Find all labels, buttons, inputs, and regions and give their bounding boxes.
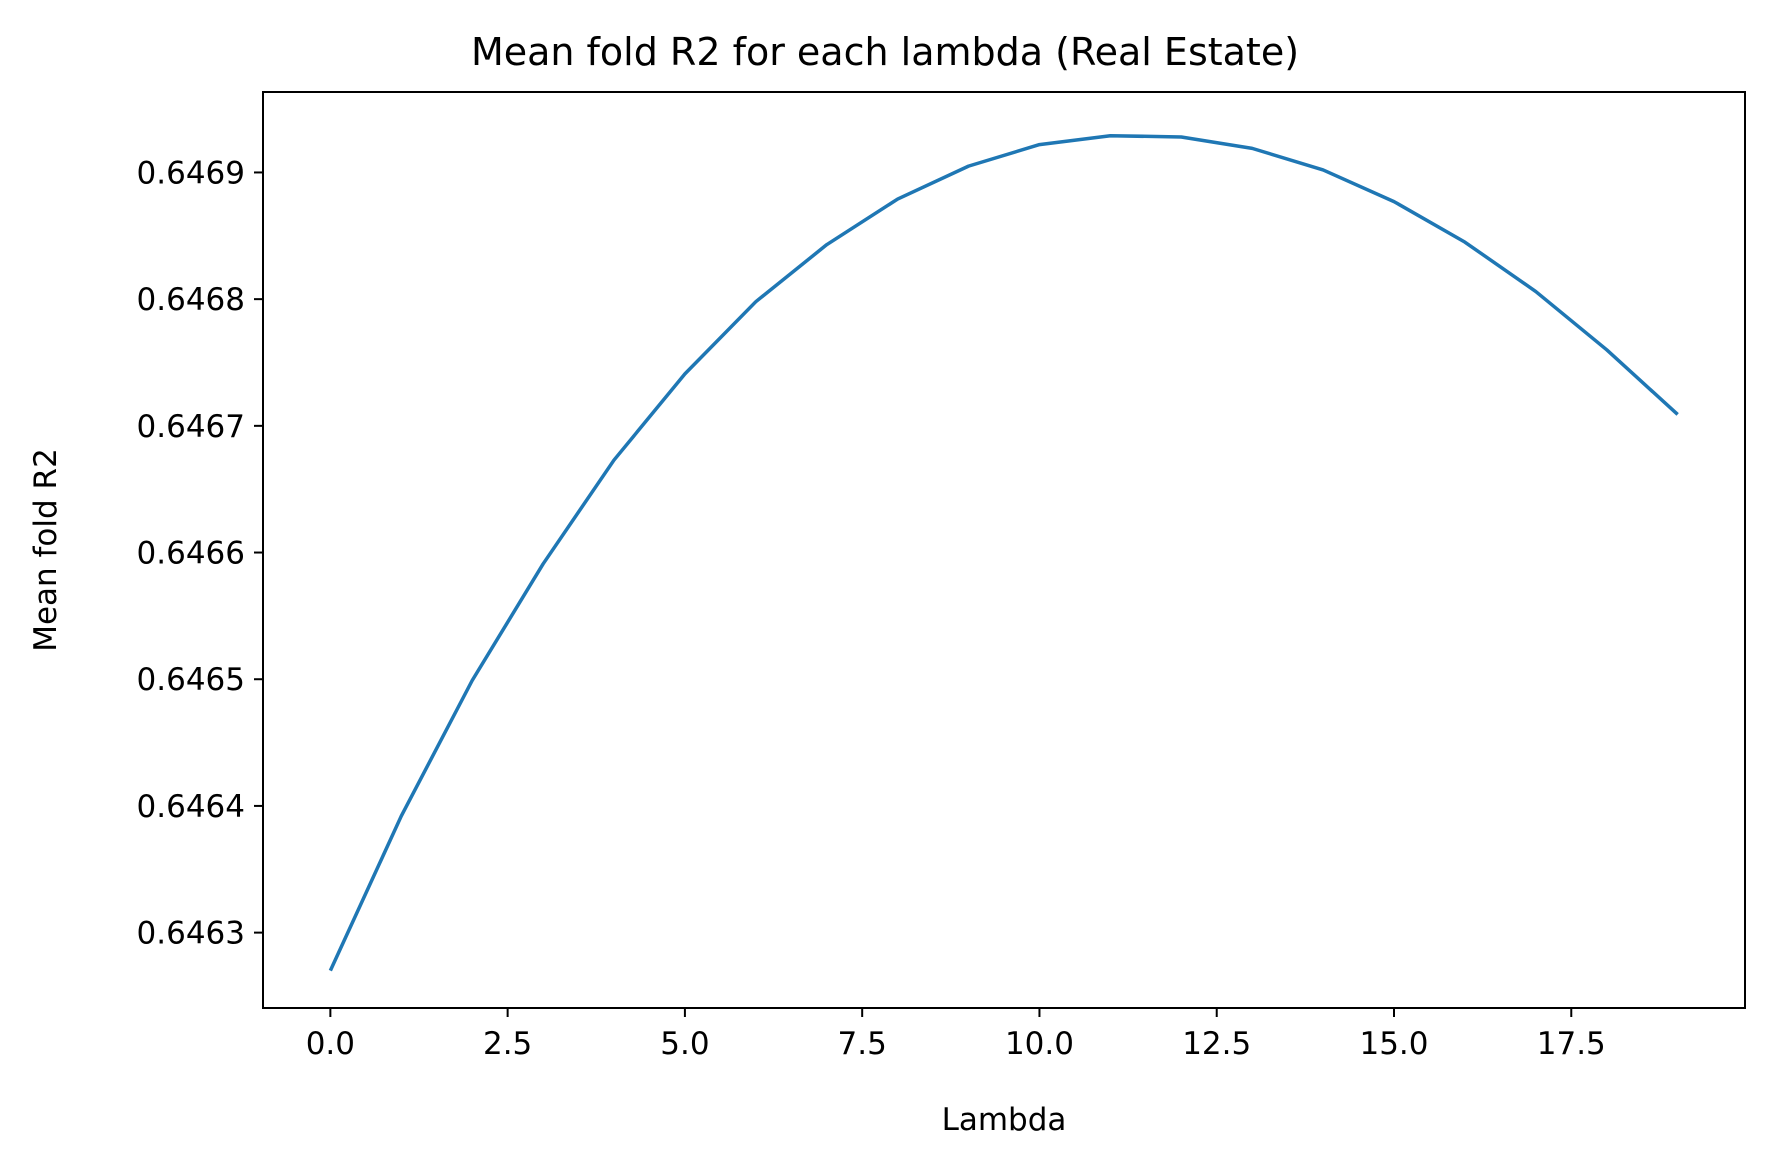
plot-frame [262, 91, 1746, 1009]
x-tick-label: 10.0 [1005, 1026, 1074, 1062]
y-tick-label: 0.6468 [137, 282, 245, 318]
y-tick-label: 0.6465 [137, 662, 245, 698]
plot-area [328, 133, 1679, 972]
x-axis-label: Lambda [942, 1102, 1067, 1138]
x-tick-label: 17.5 [1537, 1026, 1606, 1062]
y-tick-label: 0.6466 [137, 536, 245, 572]
x-tick-label: 0.0 [306, 1026, 355, 1062]
x-tick-label: 12.5 [1182, 1026, 1251, 1062]
x-tick-label: 5.0 [660, 1026, 709, 1062]
x-tick-label: 15.0 [1359, 1026, 1428, 1062]
x-axis-ticks: 0.0 2.5 5.0 7.5 10.0 12.5 15.0 17.5 [306, 1008, 1606, 1062]
y-axis-ticks: 0.6463 0.6464 0.6465 0.6466 0.6467 0.6468 0.64… [137, 155, 263, 952]
series-line [328, 133, 1679, 972]
x-tick-label: 2.5 [483, 1026, 532, 1062]
y-axis-label: Mean fold R2 [28, 448, 64, 652]
y-tick-label: 0.6469 [137, 155, 245, 191]
x-tick-label: 7.5 [838, 1026, 887, 1062]
chart-title: Mean fold R2 for each lambda (Real Estat… [471, 30, 1299, 74]
y-tick-label: 0.6464 [137, 789, 245, 825]
y-tick-label: 0.6463 [137, 916, 245, 952]
y-tick-label: 0.6467 [137, 409, 245, 445]
